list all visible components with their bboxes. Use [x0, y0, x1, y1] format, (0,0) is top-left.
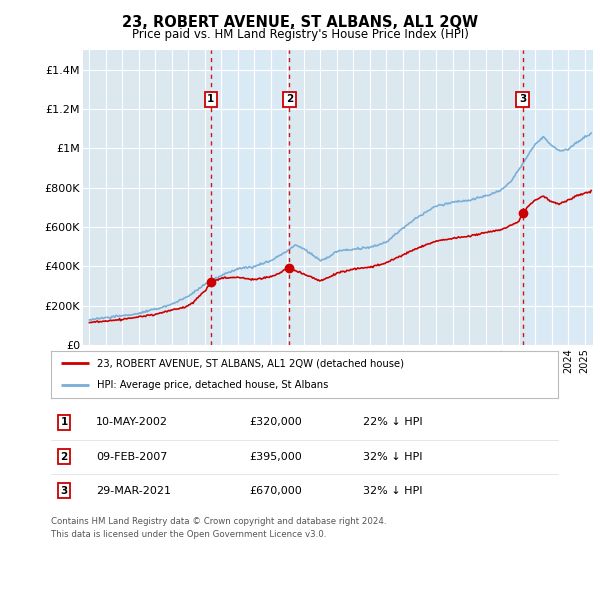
Text: Price paid vs. HM Land Registry's House Price Index (HPI): Price paid vs. HM Land Registry's House …: [131, 28, 469, 41]
Text: This data is licensed under the Open Government Licence v3.0.: This data is licensed under the Open Gov…: [51, 530, 326, 539]
Text: 1: 1: [61, 418, 68, 427]
Text: 22% ↓ HPI: 22% ↓ HPI: [363, 418, 422, 427]
Text: 23, ROBERT AVENUE, ST ALBANS, AL1 2QW: 23, ROBERT AVENUE, ST ALBANS, AL1 2QW: [122, 15, 478, 30]
Text: £320,000: £320,000: [249, 418, 302, 427]
Text: 10-MAY-2002: 10-MAY-2002: [96, 418, 168, 427]
Text: 09-FEB-2007: 09-FEB-2007: [96, 452, 167, 461]
Text: Contains HM Land Registry data © Crown copyright and database right 2024.: Contains HM Land Registry data © Crown c…: [51, 517, 386, 526]
Text: 32% ↓ HPI: 32% ↓ HPI: [363, 486, 422, 496]
Bar: [211, 50, 289, 345]
Text: 2: 2: [61, 452, 68, 461]
Text: 29-MAR-2021: 29-MAR-2021: [96, 486, 171, 496]
Text: 3: 3: [519, 94, 526, 104]
Text: 23, ROBERT AVENUE, ST ALBANS, AL1 2QW (detached house): 23, ROBERT AVENUE, ST ALBANS, AL1 2QW (d…: [97, 358, 404, 368]
Text: 1: 1: [207, 94, 215, 104]
Text: 3: 3: [61, 486, 68, 496]
Text: HPI: Average price, detached house, St Albans: HPI: Average price, detached house, St A…: [97, 380, 328, 390]
Text: £395,000: £395,000: [249, 452, 302, 461]
Text: £670,000: £670,000: [249, 486, 302, 496]
Bar: [523, 50, 593, 345]
Text: 2: 2: [286, 94, 293, 104]
Text: 32% ↓ HPI: 32% ↓ HPI: [363, 452, 422, 461]
